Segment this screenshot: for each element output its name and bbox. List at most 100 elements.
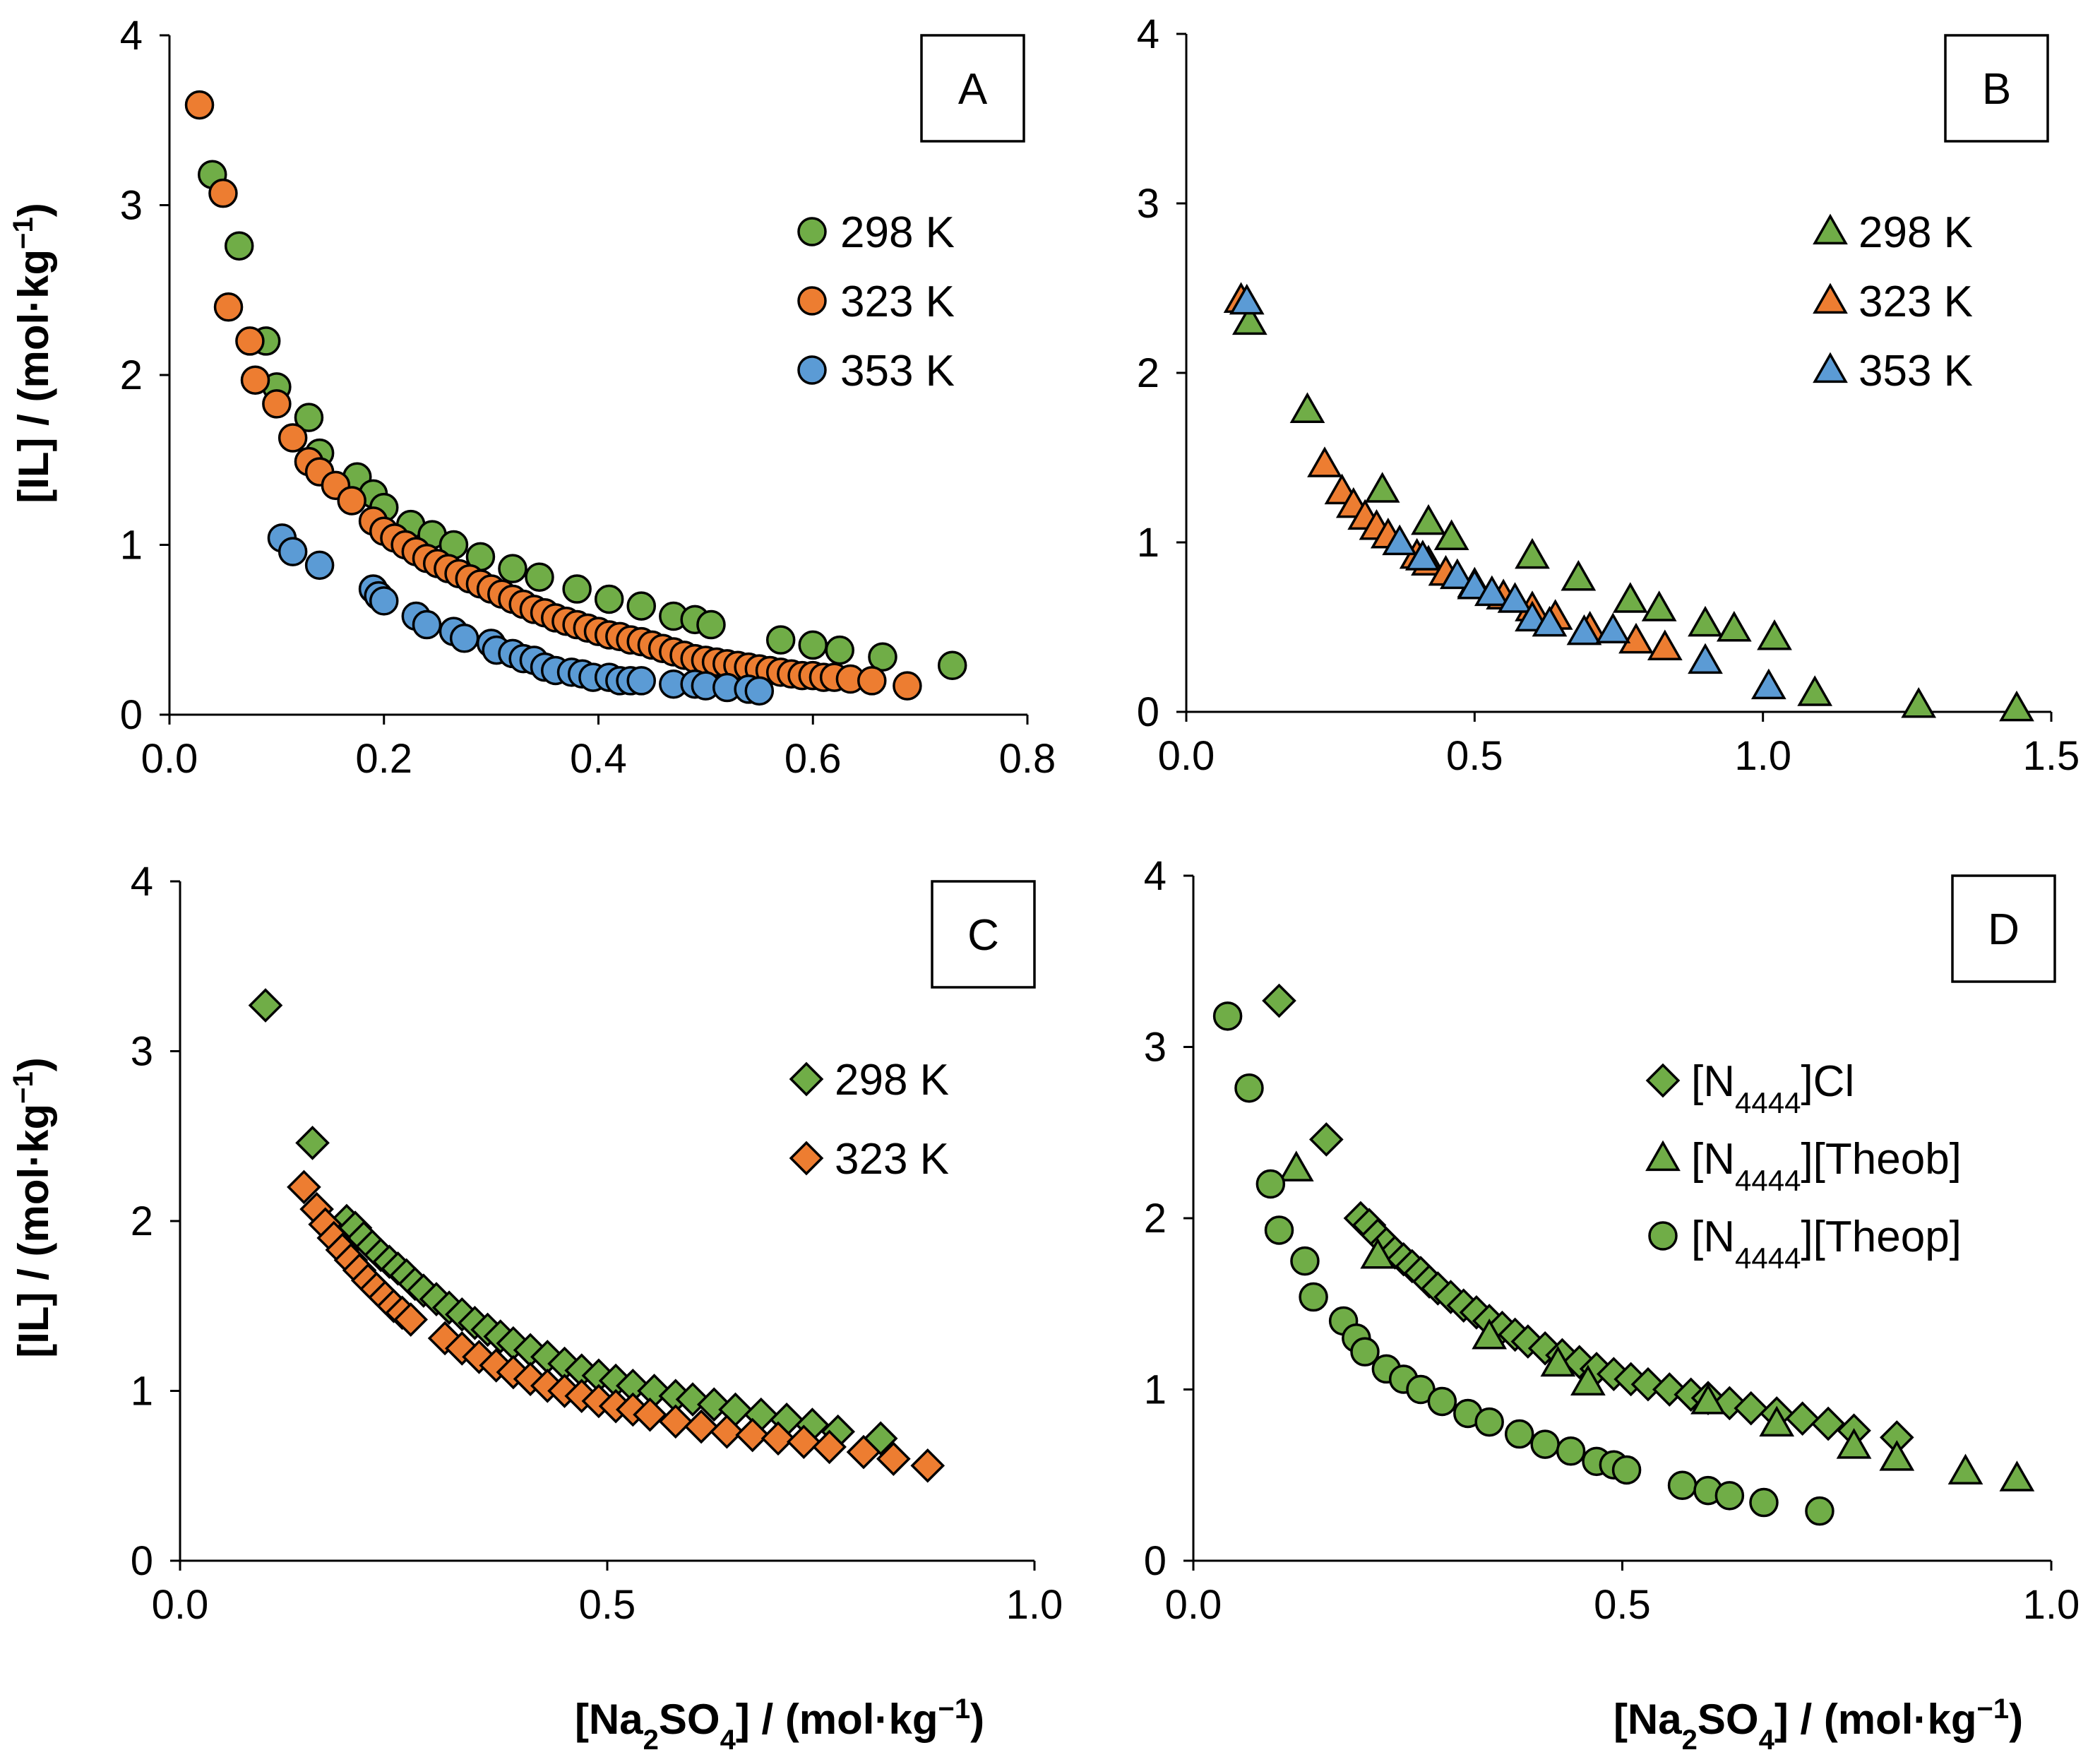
data-point xyxy=(1262,983,1296,1018)
data-point xyxy=(1556,1436,1586,1466)
data-point xyxy=(937,650,967,681)
data-point xyxy=(1688,643,1723,674)
data-point xyxy=(240,365,270,395)
data-point xyxy=(224,231,254,261)
legend: 298 K 323 K xyxy=(789,1056,949,1184)
series-3 xyxy=(267,523,775,706)
data-point xyxy=(393,1302,429,1337)
data-point xyxy=(1364,472,1400,503)
y-tick-label: 3 xyxy=(120,183,143,229)
panel-label-box xyxy=(931,880,1036,989)
data-point xyxy=(1474,575,1510,607)
data-point xyxy=(825,635,854,665)
legend: 298 K 323 K 353 K xyxy=(1813,208,1973,395)
data-point xyxy=(684,1409,719,1444)
data-point xyxy=(412,609,442,640)
legend-label: 353 K xyxy=(840,347,955,395)
x-tick-label: 0.4 xyxy=(570,736,627,782)
data-point xyxy=(1749,1487,1779,1518)
data-point xyxy=(1901,687,1937,718)
data-point xyxy=(1611,1455,1642,1485)
x-tick-label: 1.5 xyxy=(2023,733,2080,779)
x-tick-label: 0.0 xyxy=(1158,733,1215,779)
data-point xyxy=(1231,304,1267,335)
data-point xyxy=(696,1387,732,1422)
data-point xyxy=(498,554,527,583)
data-point xyxy=(1612,582,1648,613)
data-point xyxy=(1427,1386,1457,1417)
legend: [N4444]Cl [N4444][Theob] [N4444][Theop] xyxy=(1645,1057,1962,1275)
data-point xyxy=(1264,1215,1294,1245)
data-point xyxy=(893,671,922,701)
panel-label: A xyxy=(958,65,988,114)
data-point xyxy=(1411,504,1446,535)
legend-label: 298 K xyxy=(835,1056,949,1105)
y-tick-label: 4 xyxy=(131,859,153,905)
data-point xyxy=(1515,537,1550,569)
series-1 xyxy=(248,988,898,1456)
y-tick-label: 0 xyxy=(1144,1538,1167,1584)
legend: 298 K 323 K 353 K xyxy=(797,208,955,395)
data-point xyxy=(765,625,796,655)
data-point xyxy=(1797,675,1833,706)
data-point xyxy=(1652,1372,1687,1407)
data-point xyxy=(658,1404,693,1439)
panel-c: 0.0 0.5 1.0 0 1 2 3 4 C 298 K 323 K xyxy=(131,859,1063,1628)
data-point xyxy=(278,537,308,566)
data-point xyxy=(868,642,897,672)
legend-marker xyxy=(789,1061,824,1097)
data-point xyxy=(696,609,726,640)
data-point xyxy=(846,1434,881,1470)
data-point xyxy=(1439,558,1475,590)
data-point xyxy=(1532,605,1568,637)
panel-label: D xyxy=(1988,905,2020,954)
panel-label: B xyxy=(1982,65,2011,114)
series-2 xyxy=(1278,1150,2035,1492)
data-point xyxy=(1234,1073,1264,1103)
series-2 xyxy=(1223,282,1683,660)
legend-marker xyxy=(1813,352,1848,383)
data-point xyxy=(1999,690,2034,722)
legend-marker xyxy=(789,1141,824,1176)
data-point xyxy=(1570,1364,1606,1395)
data-point xyxy=(1716,611,1752,642)
y-tick-label: 0 xyxy=(131,1538,153,1584)
data-point xyxy=(1457,569,1493,600)
data-point xyxy=(1472,1318,1508,1350)
x-tick-label: 0.0 xyxy=(141,736,198,782)
x-tick-label: 0.0 xyxy=(1165,1582,1222,1628)
x-tick-label: 0.8 xyxy=(999,736,1056,782)
data-point xyxy=(1309,1122,1344,1157)
data-point xyxy=(1382,524,1418,556)
data-point xyxy=(1474,1407,1504,1437)
data-point xyxy=(1618,622,1654,654)
legend-marker xyxy=(1648,1221,1678,1251)
data-point xyxy=(1810,1406,1846,1441)
legend-marker xyxy=(797,217,827,246)
data-point xyxy=(1433,519,1469,550)
legend-label: 298 K xyxy=(840,208,955,257)
data-point xyxy=(1212,1001,1243,1031)
data-point xyxy=(1757,619,1792,650)
data-point xyxy=(1307,446,1342,477)
data-point xyxy=(1561,560,1597,591)
data-point xyxy=(1290,1246,1320,1276)
data-point xyxy=(235,326,265,356)
x-tick-label: 1.0 xyxy=(1734,733,1791,779)
data-point xyxy=(735,1417,770,1453)
x-tick-label: 0.5 xyxy=(1446,733,1503,779)
legend-marker xyxy=(1813,213,1848,245)
x-tick-label: 0.2 xyxy=(355,736,412,782)
y-tick-label: 1 xyxy=(120,523,143,569)
data-point xyxy=(1289,392,1325,423)
data-point xyxy=(1647,629,1683,660)
data-point xyxy=(304,550,335,581)
x-axis-title-left: [Na2SO4] / (mol·kg−1) xyxy=(575,1693,984,1756)
legend-marker xyxy=(1813,282,1848,314)
series-1 xyxy=(1231,304,2034,722)
data-point xyxy=(1714,1481,1745,1511)
legend-label: 323 K xyxy=(1859,278,1973,326)
legend-label: 323 K xyxy=(840,278,955,326)
data-point xyxy=(1805,1496,1834,1526)
x-tick-label: 0.5 xyxy=(579,1582,636,1628)
